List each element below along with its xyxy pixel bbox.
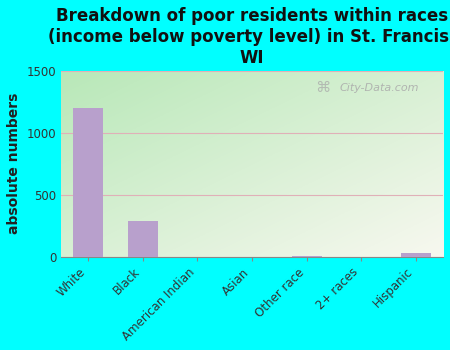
Bar [292,256,322,257]
Text: City-Data.com: City-Data.com [340,83,419,93]
Bar [73,108,104,257]
Bar [128,221,158,257]
Y-axis label: absolute numbers: absolute numbers [7,93,21,234]
Bar [401,253,431,257]
Text: ⌘: ⌘ [315,80,330,95]
Title: Breakdown of poor residents within races
(income below poverty level) in St. Fra: Breakdown of poor residents within races… [48,7,450,66]
